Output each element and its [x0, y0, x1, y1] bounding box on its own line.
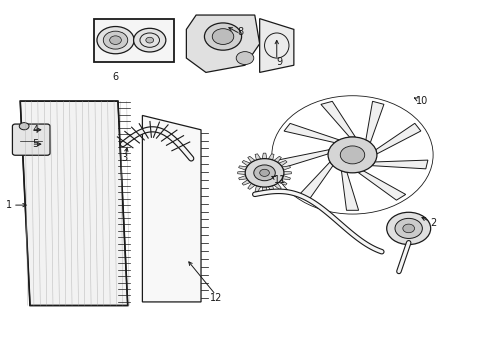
Polygon shape — [242, 161, 250, 166]
Circle shape — [395, 219, 422, 238]
Polygon shape — [269, 154, 274, 160]
Text: 8: 8 — [237, 27, 243, 37]
Polygon shape — [269, 186, 274, 192]
FancyBboxPatch shape — [12, 124, 50, 155]
Circle shape — [245, 159, 284, 187]
Circle shape — [134, 28, 166, 52]
Polygon shape — [372, 160, 428, 169]
Polygon shape — [186, 15, 260, 72]
Polygon shape — [274, 183, 281, 189]
Polygon shape — [248, 183, 255, 189]
Circle shape — [103, 31, 128, 49]
Polygon shape — [262, 187, 267, 193]
Circle shape — [260, 169, 270, 176]
Circle shape — [19, 123, 29, 130]
Text: 3: 3 — [122, 153, 128, 163]
Polygon shape — [299, 162, 333, 200]
Polygon shape — [358, 171, 406, 200]
Circle shape — [403, 224, 415, 233]
Polygon shape — [279, 161, 287, 166]
Polygon shape — [366, 101, 384, 143]
Polygon shape — [248, 156, 255, 162]
Circle shape — [97, 27, 134, 54]
Circle shape — [204, 23, 242, 50]
Polygon shape — [321, 101, 355, 137]
Polygon shape — [143, 116, 201, 302]
Text: 9: 9 — [277, 57, 283, 67]
Polygon shape — [255, 186, 261, 192]
Circle shape — [387, 212, 431, 244]
Polygon shape — [238, 171, 245, 175]
Polygon shape — [260, 19, 294, 72]
Polygon shape — [279, 180, 287, 185]
Polygon shape — [239, 176, 247, 180]
Text: 6: 6 — [113, 72, 119, 82]
Text: 5: 5 — [32, 139, 39, 149]
Circle shape — [254, 165, 275, 181]
Text: 2: 2 — [431, 218, 437, 228]
Circle shape — [340, 146, 365, 164]
Circle shape — [212, 29, 234, 44]
Circle shape — [146, 37, 154, 43]
Polygon shape — [255, 154, 261, 160]
Polygon shape — [20, 101, 128, 306]
Polygon shape — [284, 123, 339, 143]
Polygon shape — [342, 171, 359, 210]
Bar — [94, 19, 174, 62]
Text: 4: 4 — [32, 125, 39, 135]
Polygon shape — [239, 166, 247, 170]
Polygon shape — [376, 123, 421, 154]
Polygon shape — [277, 150, 329, 169]
Polygon shape — [274, 156, 281, 162]
Polygon shape — [262, 153, 267, 159]
Polygon shape — [284, 171, 292, 175]
Text: 10: 10 — [416, 96, 428, 106]
Circle shape — [236, 51, 254, 64]
Polygon shape — [282, 176, 291, 180]
Polygon shape — [242, 180, 250, 185]
Polygon shape — [282, 166, 291, 170]
Circle shape — [110, 36, 122, 44]
Circle shape — [328, 137, 377, 173]
Text: 1: 1 — [5, 200, 12, 210]
Text: 12: 12 — [210, 293, 222, 303]
Text: 11: 11 — [274, 175, 287, 185]
